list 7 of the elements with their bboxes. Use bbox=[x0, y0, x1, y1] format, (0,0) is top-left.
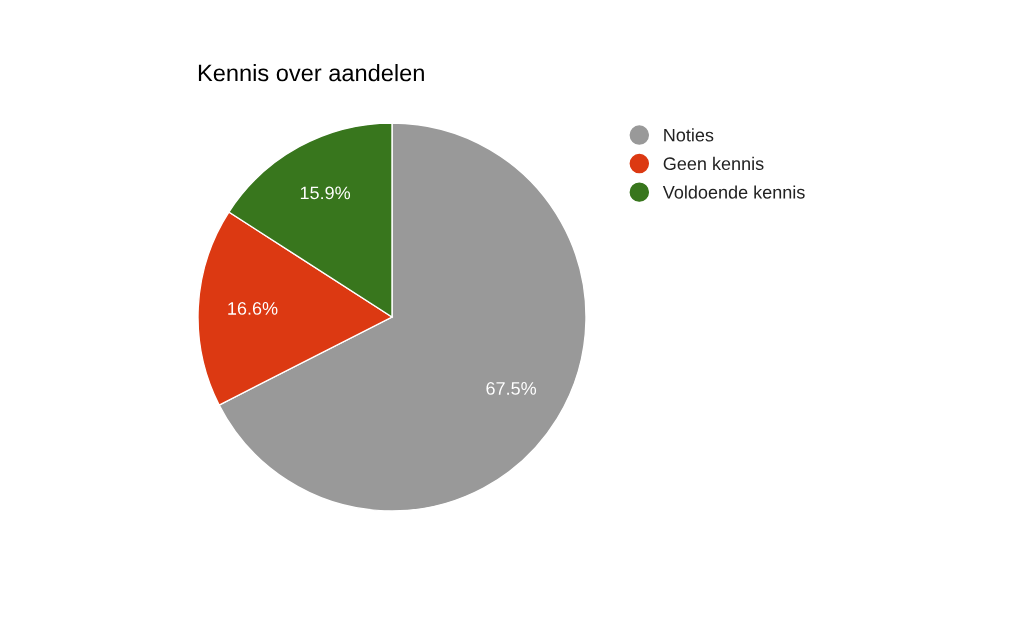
legend-label: Geen kennis bbox=[663, 156, 764, 171]
legend-label: Voldoende kennis bbox=[662, 185, 805, 199]
chart-title: Kennis over aandelen bbox=[198, 64, 424, 82]
legend-label: Noties bbox=[664, 128, 714, 142]
data-label: 16.6% bbox=[228, 302, 278, 315]
data-label: 67.5% bbox=[486, 382, 537, 395]
data-label: 15.9% bbox=[300, 186, 351, 200]
